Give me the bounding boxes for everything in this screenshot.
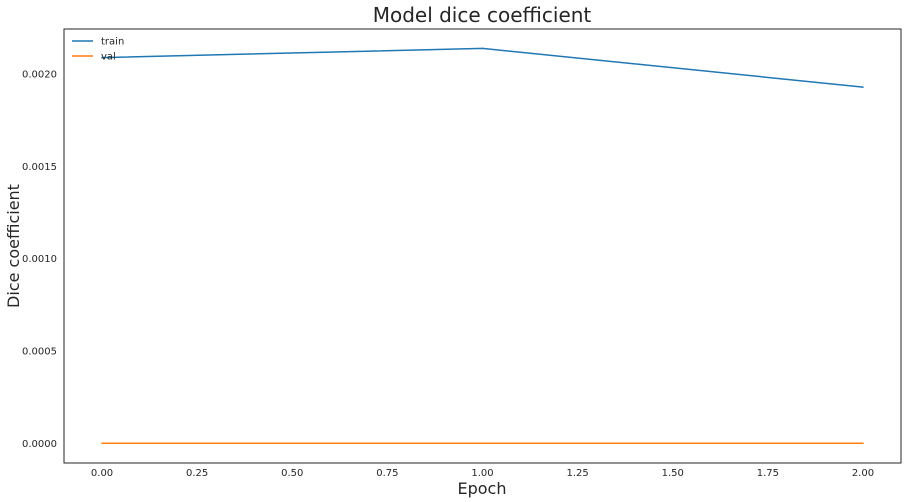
series-layer xyxy=(101,47,864,445)
y-tick-label: 0.0015 xyxy=(22,162,57,173)
data-point-val xyxy=(481,442,484,445)
y-tick-label: 0.0010 xyxy=(22,254,57,265)
data-point-val xyxy=(101,442,103,445)
data-point-train xyxy=(481,47,484,50)
legend: train val xyxy=(72,37,124,63)
x-tick-label: 1.75 xyxy=(757,468,779,479)
x-tick-label: 0.75 xyxy=(376,468,398,479)
y-tick-label: 0.0005 xyxy=(22,346,57,357)
y-tick-label: 0.0000 xyxy=(22,439,57,450)
y-axis-label: Dice coefficient xyxy=(4,184,23,308)
chart-title: Model dice coefficient xyxy=(373,3,592,27)
x-tick-label: 0.25 xyxy=(186,468,208,479)
x-axis-label: Epoch xyxy=(458,479,507,498)
x-tick-label: 1.50 xyxy=(662,468,684,479)
y-tick-label: 0.0020 xyxy=(22,70,57,81)
legend-label-val: val xyxy=(101,52,116,63)
x-tick-label: 0.50 xyxy=(281,468,303,479)
plot-frame xyxy=(63,28,902,464)
x-tick-label: 2.00 xyxy=(852,468,874,479)
data-point-train xyxy=(101,56,103,59)
x-axis: 0.00 0.25 0.50 0.75 1.00 1.25 1.50 1.75 2.00 xyxy=(91,468,874,479)
x-tick-label: 1.25 xyxy=(566,468,588,479)
legend-label-train: train xyxy=(101,37,124,48)
x-tick-label: 1.00 xyxy=(471,468,493,479)
x-tick-label: 0.00 xyxy=(91,468,113,479)
y-axis: 0.0000 0.0005 0.0010 0.0015 0.0020 xyxy=(22,70,57,450)
data-point-val xyxy=(862,442,864,445)
data-point-train xyxy=(862,86,864,88)
